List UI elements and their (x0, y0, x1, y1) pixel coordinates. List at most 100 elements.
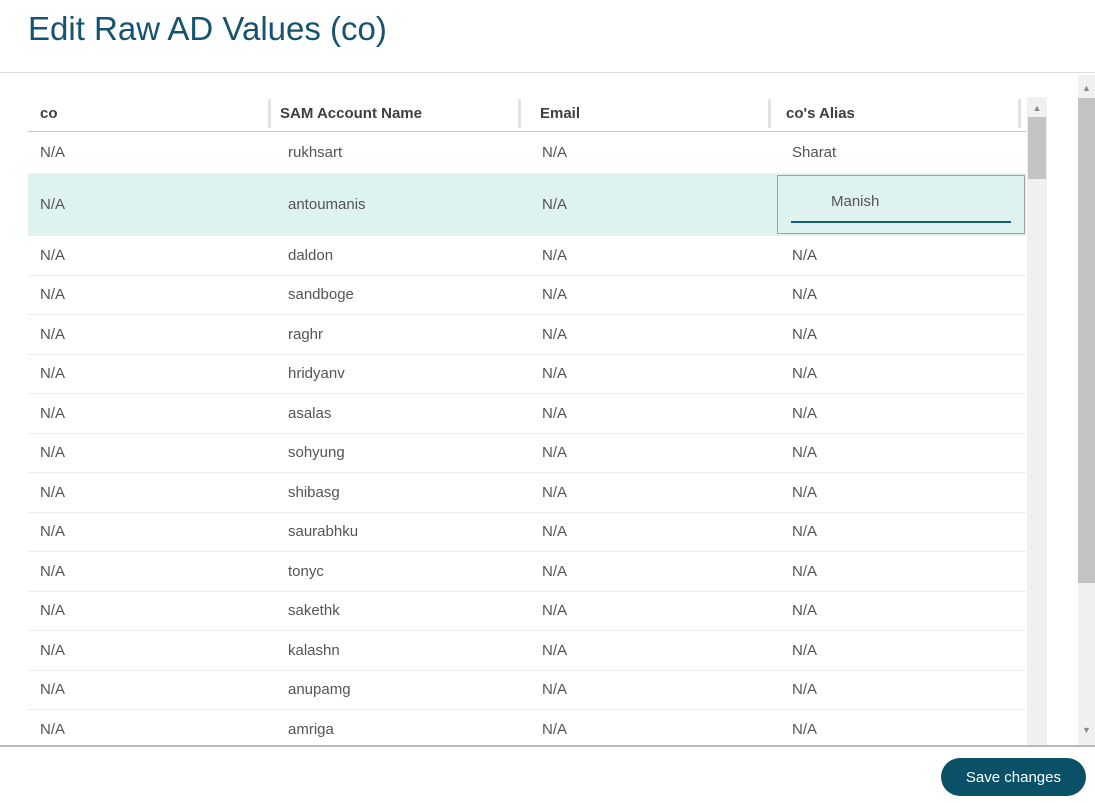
table-row[interactable]: N/A sandboge N/A N/A (28, 275, 1026, 315)
cell-co[interactable]: N/A (40, 562, 66, 580)
table-row[interactable]: N/A daldon N/A N/A (28, 236, 1026, 276)
column-header-sam-account-name: SAM Account Name (280, 105, 422, 122)
cell-cos-alias[interactable]: N/A (792, 562, 818, 580)
modal-body: co SAM Account Name Email co's Alias N/A… (0, 73, 1095, 745)
cell-co[interactable]: N/A (40, 641, 66, 659)
cell-sam-account-name[interactable]: antoumanis (288, 196, 366, 213)
cell-co[interactable]: N/A (40, 144, 66, 161)
cell-co[interactable]: N/A (40, 602, 66, 620)
scroll-up-icon[interactable]: ▲ (1082, 83, 1091, 93)
cell-cos-alias[interactable]: N/A (792, 325, 818, 343)
column-resize-handle[interactable] (268, 99, 271, 128)
cell-cos-alias[interactable]: N/A (792, 404, 818, 422)
cell-co[interactable]: N/A (40, 246, 66, 264)
cell-co[interactable]: N/A (40, 523, 66, 541)
table-row[interactable]: N/A rukhsart N/A Sharat (28, 132, 1026, 174)
cell-email[interactable]: N/A (542, 325, 568, 343)
cell-email[interactable]: N/A (542, 444, 568, 462)
cell-cos-alias[interactable]: N/A (792, 365, 818, 383)
column-header-co: co (40, 105, 58, 122)
cell-sam-account-name[interactable]: shibasg (288, 483, 340, 501)
column-resize-handle[interactable] (1018, 99, 1021, 128)
cell-email[interactable]: N/A (542, 641, 568, 659)
cell-email[interactable]: N/A (542, 286, 568, 304)
ad-values-table: co SAM Account Name Email co's Alias N/A… (28, 96, 1026, 745)
cell-cos-alias[interactable]: N/A (792, 483, 818, 501)
cell-email[interactable]: N/A (542, 602, 568, 620)
alias-edit-box (777, 175, 1025, 234)
page-scrollbar[interactable]: ▲ ▼ (1078, 75, 1095, 745)
column-resize-handle[interactable] (768, 99, 771, 128)
cell-email[interactable]: N/A (542, 483, 568, 501)
table-row[interactable]: N/A anupamg N/A N/A (28, 670, 1026, 710)
alias-input[interactable] (791, 181, 1011, 223)
table-row[interactable]: N/A kalashn N/A N/A (28, 631, 1026, 671)
footer-divider (0, 745, 1095, 747)
cell-sam-account-name[interactable]: anupamg (288, 681, 351, 699)
cell-co[interactable]: N/A (40, 365, 66, 383)
cell-cos-alias[interactable]: N/A (792, 286, 818, 304)
table-row[interactable]: N/A amriga N/A N/A (28, 710, 1026, 745)
cell-cos-alias[interactable]: N/A (792, 246, 818, 264)
table-row[interactable]: N/A saurabhku N/A N/A (28, 512, 1026, 552)
cell-sam-account-name[interactable]: amriga (288, 720, 334, 738)
cell-sam-account-name[interactable]: raghr (288, 325, 324, 343)
table-row[interactable]: N/A asalas N/A N/A (28, 394, 1026, 434)
cell-cos-alias[interactable]: Sharat (792, 144, 837, 161)
cell-email[interactable]: N/A (542, 523, 568, 541)
cell-co[interactable]: N/A (40, 681, 66, 699)
modal-footer: Save changes (0, 747, 1095, 803)
cell-co[interactable]: N/A (40, 325, 66, 343)
table-scrollbar[interactable]: ▲ (1027, 97, 1047, 745)
cell-email[interactable]: N/A (542, 681, 568, 699)
cell-sam-account-name[interactable]: hridyanv (288, 365, 345, 383)
cell-co[interactable]: N/A (40, 196, 66, 213)
table-row[interactable]: N/A hridyanv N/A N/A (28, 354, 1026, 394)
cell-cos-alias[interactable]: N/A (792, 523, 818, 541)
table-scrollbar-thumb[interactable] (1028, 117, 1046, 179)
cell-sam-account-name[interactable]: saurabhku (288, 523, 359, 541)
cell-sam-account-name[interactable]: sandboge (288, 286, 354, 304)
table-row[interactable]: N/A raghr N/A N/A (28, 315, 1026, 355)
cell-email[interactable]: N/A (542, 404, 568, 422)
cell-co[interactable]: N/A (40, 483, 66, 501)
table-row[interactable]: N/A shibasg N/A N/A (28, 473, 1026, 513)
table-body: N/A rukhsart N/A Sharat N/A antoumanis N/A N/A d… (28, 132, 1026, 745)
table-row[interactable]: N/A tonyc N/A N/A (28, 552, 1026, 592)
cell-email[interactable]: N/A (542, 246, 568, 264)
cell-sam-account-name[interactable]: kalashn (288, 641, 340, 659)
cell-sam-account-name[interactable]: daldon (288, 246, 334, 264)
cell-sam-account-name[interactable]: asalas (288, 404, 332, 422)
column-header-email: Email (540, 105, 581, 122)
table-row[interactable]: N/A sakethk N/A N/A (28, 591, 1026, 631)
column-header-cos-alias: co's Alias (786, 105, 855, 122)
scroll-down-icon[interactable]: ▼ (1082, 725, 1091, 735)
cell-email[interactable]: N/A (542, 144, 568, 161)
scroll-up-icon[interactable]: ▲ (1032, 103, 1042, 113)
table-row[interactable]: N/A antoumanis N/A (28, 174, 1026, 236)
cell-email[interactable]: N/A (542, 562, 568, 580)
cell-sam-account-name[interactable]: rukhsart (288, 144, 343, 161)
save-changes-button[interactable]: Save changes (940, 758, 1086, 796)
cell-email[interactable]: N/A (542, 720, 568, 738)
cell-email[interactable]: N/A (542, 365, 568, 383)
page-scrollbar-thumb[interactable] (1078, 98, 1095, 583)
cell-sam-account-name[interactable]: sohyung (288, 444, 345, 462)
cell-cos-alias[interactable]: N/A (792, 641, 818, 659)
cell-co[interactable]: N/A (40, 720, 66, 738)
cell-cos-alias[interactable]: N/A (792, 681, 818, 699)
cell-sam-account-name[interactable]: tonyc (288, 562, 324, 580)
page-title: Edit Raw AD Values (co) (28, 10, 387, 47)
cell-co[interactable]: N/A (40, 444, 66, 462)
table-header-row: co SAM Account Name Email co's Alias (28, 96, 1026, 132)
cell-co[interactable]: N/A (40, 286, 66, 304)
cell-cos-alias[interactable]: N/A (792, 602, 818, 620)
cell-co[interactable]: N/A (40, 404, 66, 422)
title-divider (0, 72, 1095, 73)
cell-email[interactable]: N/A (542, 196, 568, 213)
cell-cos-alias[interactable]: N/A (792, 444, 818, 462)
table-row[interactable]: N/A sohyung N/A N/A (28, 433, 1026, 473)
column-resize-handle[interactable] (518, 99, 521, 128)
cell-sam-account-name[interactable]: sakethk (288, 602, 340, 620)
cell-cos-alias[interactable]: N/A (792, 720, 818, 738)
